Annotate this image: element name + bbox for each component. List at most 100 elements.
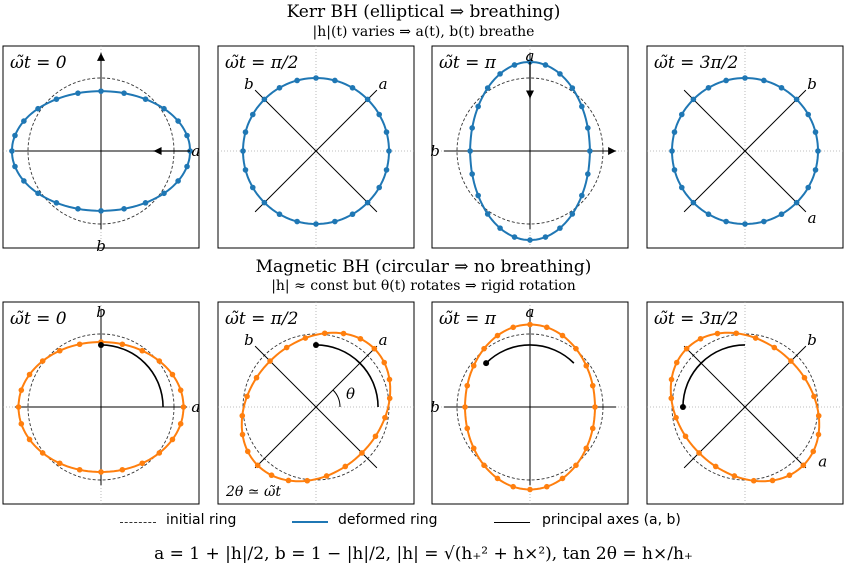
panel-label: ω̃t = π/2 xyxy=(225,309,298,329)
ring-marker xyxy=(812,167,819,173)
panel-label: ω̃t = 3π/2 xyxy=(654,53,738,73)
magnetic-panel-3: ω̃t = π a b xyxy=(430,301,629,505)
ring-marker xyxy=(98,88,104,94)
rotation-arrow-head xyxy=(483,360,490,367)
ring-marker xyxy=(119,341,126,348)
ring-marker xyxy=(76,341,83,348)
ring-marker xyxy=(678,111,685,118)
ring-marker xyxy=(697,335,704,342)
ring-marker xyxy=(544,483,550,490)
principal-axis xyxy=(254,89,378,213)
ring-marker xyxy=(511,234,518,240)
ring-marker xyxy=(39,450,46,456)
axis-a-label: a xyxy=(379,75,388,93)
theta-label: θ xyxy=(346,385,355,403)
ring-marker xyxy=(683,345,690,352)
ring-marker xyxy=(544,324,550,331)
ring-marker xyxy=(673,414,679,421)
ring-marker xyxy=(276,211,283,218)
ring-marker xyxy=(323,473,330,479)
ring-marker xyxy=(18,387,25,393)
ring-marker xyxy=(559,332,566,339)
axis-a-label: a xyxy=(526,47,535,65)
ring-marker xyxy=(249,111,256,118)
ring-marker xyxy=(53,96,60,102)
ring-marker xyxy=(357,335,364,342)
ring-marker xyxy=(21,178,27,184)
ring-marker xyxy=(119,466,126,473)
ring-marker xyxy=(815,148,821,154)
ring-marker xyxy=(184,163,190,170)
ring-marker xyxy=(668,376,675,383)
ring-marker xyxy=(161,105,167,112)
axis-a-label: a xyxy=(191,142,200,160)
panel-label: ω̃t = π/2 xyxy=(225,53,298,73)
ring-marker xyxy=(35,105,41,112)
theta-arc xyxy=(332,389,341,408)
ring-marker xyxy=(815,412,822,419)
axis-a-label: a xyxy=(379,331,388,349)
legend-initial-swatch xyxy=(120,522,156,523)
magnetic-title: Magnetic BH (circular ⇒ no breathing) xyxy=(255,257,592,277)
ring-marker xyxy=(372,433,379,440)
ring-marker xyxy=(18,421,25,427)
ring-marker xyxy=(26,436,33,443)
ring-marker xyxy=(364,199,371,206)
ring-marker xyxy=(752,335,759,341)
ring-marker xyxy=(812,129,819,135)
ring-marker xyxy=(386,395,393,402)
ring-marker xyxy=(386,148,392,154)
ring-marker xyxy=(527,321,533,328)
ring-marker xyxy=(470,362,477,369)
ring-marker xyxy=(21,118,27,124)
ring-marker xyxy=(121,90,127,96)
ring-marker xyxy=(484,211,491,217)
rotation-arc xyxy=(100,344,164,408)
ring-deformation-figure: ω̃t = 0 a b ω̃t = π/2 a b ω̃t = π a b ω̃t = 3π/2 a… xyxy=(2,45,844,505)
kerr-panel-2: ω̃t = π/2 a b xyxy=(217,45,415,249)
ring-marker xyxy=(161,190,167,197)
ring-marker xyxy=(462,404,468,410)
axis-b-label: b xyxy=(96,303,106,321)
rotation-arrow-head xyxy=(313,341,319,348)
ring-marker xyxy=(585,125,591,131)
axis-b-label: b xyxy=(807,75,817,93)
legend-deformed-swatch xyxy=(292,521,328,523)
ring-marker xyxy=(494,332,501,339)
ring-marker xyxy=(682,433,689,440)
ring-marker xyxy=(342,463,349,470)
arrow-head xyxy=(608,147,617,155)
ring-marker xyxy=(769,477,776,484)
ring-marker xyxy=(801,374,808,381)
ring-marker xyxy=(98,208,104,214)
axis-a-label: a xyxy=(526,303,535,321)
ring-marker xyxy=(249,184,256,191)
ring-marker xyxy=(244,448,251,455)
ring-marker xyxy=(510,483,516,490)
ring-marker xyxy=(527,237,533,243)
ring-marker xyxy=(778,211,785,218)
arrow-head xyxy=(526,90,534,99)
ring-marker xyxy=(569,211,576,217)
ring-marker xyxy=(349,84,356,91)
axis-b-label: b xyxy=(430,398,440,416)
ring-marker xyxy=(469,125,475,131)
ring-marker xyxy=(169,436,176,443)
ring-marker xyxy=(244,393,250,400)
ring-marker xyxy=(778,84,785,91)
ring-marker xyxy=(469,171,475,177)
ring-marker xyxy=(690,96,697,103)
rotation-arrow-head xyxy=(98,341,104,348)
ring-marker xyxy=(510,324,516,331)
ring-marker xyxy=(254,462,261,469)
ring-marker xyxy=(690,199,697,206)
ring-marker xyxy=(805,184,812,191)
ring-marker xyxy=(481,462,487,469)
ring-marker xyxy=(475,103,481,110)
ring-marker xyxy=(723,77,729,84)
axis-b-label: b xyxy=(244,331,254,349)
ring-marker xyxy=(585,171,591,177)
ring-marker xyxy=(313,221,319,227)
ring-marker xyxy=(583,445,590,452)
ring-marker xyxy=(376,111,383,118)
